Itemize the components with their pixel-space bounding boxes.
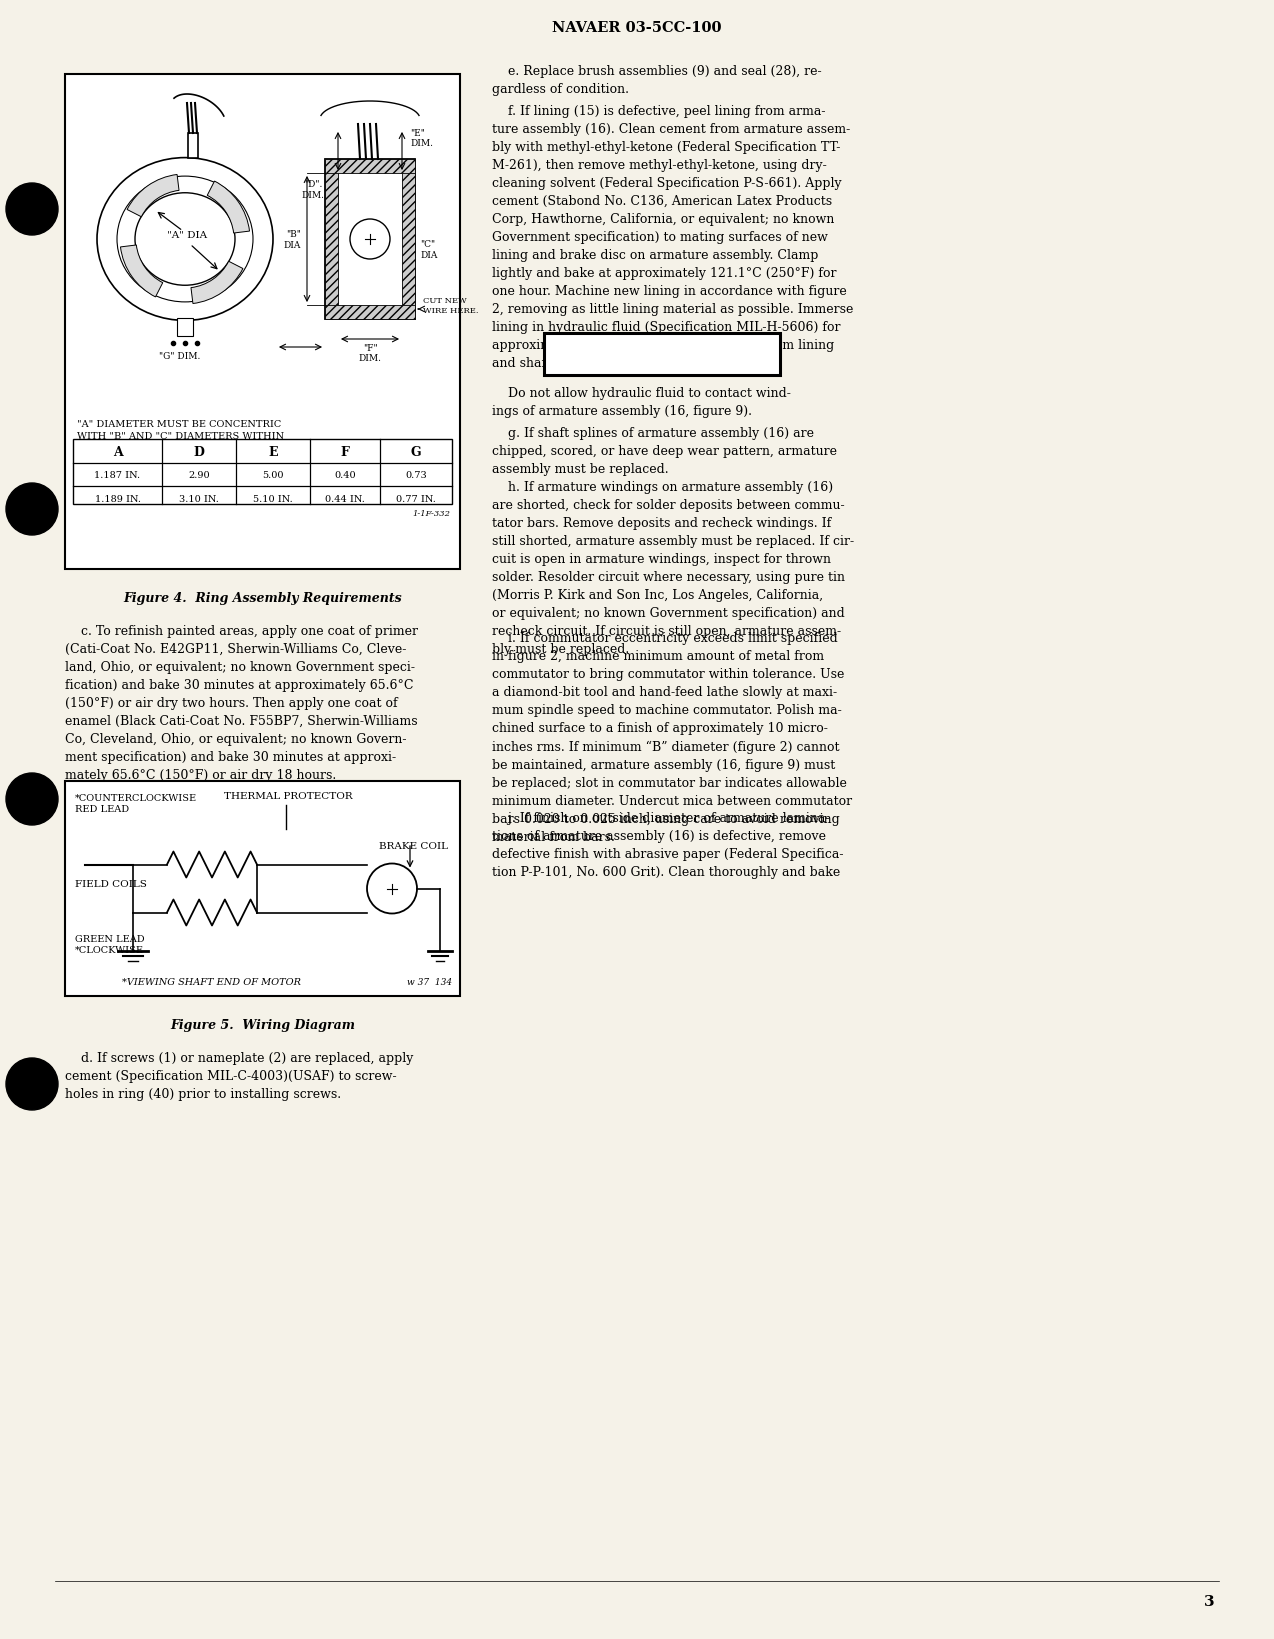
Text: CUT NEW
WIRE HERE.: CUT NEW WIRE HERE. [423,297,479,315]
Text: Figure 4.  Ring Assembly Requirements: Figure 4. Ring Assembly Requirements [124,592,401,605]
Text: w 37  134: w 37 134 [406,977,452,987]
Text: D: D [194,446,204,459]
Bar [65,782,460,997]
Bar [325,161,338,320]
Text: 1.189 IN.: 1.189 IN. [94,495,140,503]
Circle shape [350,220,390,261]
Bar [325,161,415,320]
Text: NAVAER 03-5CC-100: NAVAER 03-5CC-100 [552,21,722,34]
Text: d. If screws (1) or nameplate (2) are replaced, apply
cement (Specification MIL-: d. If screws (1) or nameplate (2) are re… [65,1051,413,1100]
Text: "E"
DIM.: "E" DIM. [410,128,433,148]
Circle shape [6,1059,59,1110]
Text: 0.44 IN.: 0.44 IN. [325,495,364,503]
Text: F: F [340,446,349,459]
Text: j. If finish on outside diameter of armature lamina-
tions of armature assembly : j. If finish on outside diameter of arma… [492,811,843,879]
Text: 0.77 IN.: 0.77 IN. [396,495,436,503]
Text: 1-1F-332: 1-1F-332 [412,510,450,518]
Wedge shape [121,246,163,298]
Text: 0.40: 0.40 [334,472,355,480]
Text: 5.10 IN.: 5.10 IN. [254,495,293,503]
Text: A: A [112,446,122,459]
Text: "D".
DIM.: "D". DIM. [302,180,325,200]
Text: "A" DIAMETER MUST BE CONCENTRIC
WITH "B" AND "C" DIAMETERS WITHIN
0.002 INCH TOT: "A" DIAMETER MUST BE CONCENTRIC WITH "B"… [76,420,293,452]
Text: 0.73: 0.73 [405,472,427,480]
Text: "A" DIA: "A" DIA [167,231,208,239]
Bar [325,161,415,174]
Text: CAUTION: CAUTION [618,346,706,364]
Circle shape [6,774,59,826]
Text: *COUNTERCLOCKWISE
RED LEAD: *COUNTERCLOCKWISE RED LEAD [75,793,197,813]
Bar [189,134,197,159]
Circle shape [367,864,417,915]
Circle shape [6,184,59,236]
Text: G: G [410,446,422,459]
Text: 1.187 IN.: 1.187 IN. [94,472,140,480]
Text: Do not allow hydraulic fluid to contact wind-
ings of armature assembly (16, fig: Do not allow hydraulic fluid to contact … [492,387,791,418]
Text: g. If shaft splines of armature assembly (16) are
chipped, scored, or have deep : g. If shaft splines of armature assembly… [492,426,837,475]
Text: 3: 3 [1204,1595,1214,1608]
Text: 3.10 IN.: 3.10 IN. [180,495,219,503]
Text: *VIEWING SHAFT END OF MOTOR: *VIEWING SHAFT END OF MOTOR [121,977,301,987]
Text: "C"
DIA: "C" DIA [420,241,437,259]
Bar [73,439,452,505]
Wedge shape [191,262,243,305]
Circle shape [6,484,59,536]
Bar [65,75,460,570]
Bar [403,161,415,320]
Text: GREEN LEAD
*CLOCKWISE: GREEN LEAD *CLOCKWISE [75,934,145,954]
Text: h. If armature windings on armature assembly (16)
are shorted, check for solder : h. If armature windings on armature asse… [492,480,854,656]
Text: "B"
DIA: "B" DIA [284,229,301,249]
Text: "G" DIM.: "G" DIM. [159,352,201,361]
FancyBboxPatch shape [544,334,780,375]
Bar [177,320,192,338]
Bar [325,306,415,320]
Text: "F"
DIM.: "F" DIM. [358,344,381,364]
Wedge shape [208,182,250,234]
Text: FIELD COILS: FIELD COILS [75,880,147,888]
Text: 5.00: 5.00 [262,472,284,480]
Text: i. If commutator eccentricity exceeds limit specified
in figure 2, machine minim: i. If commutator eccentricity exceeds li… [492,633,852,842]
Text: THERMAL PROTECTOR: THERMAL PROTECTOR [224,792,353,800]
Text: E: E [268,446,278,459]
Text: BRAKE COIL: BRAKE COIL [378,841,448,851]
Wedge shape [127,175,180,218]
Text: c. To refinish painted areas, apply one coat of primer
(Cati-Coat No. E42GP11, S: c. To refinish painted areas, apply one … [65,624,418,782]
Text: f. If lining (15) is defective, peel lining from arma-
ture assembly (16). Clean: f. If lining (15) is defective, peel lin… [492,105,854,370]
Text: 2.90: 2.90 [189,472,210,480]
Text: e. Replace brush assemblies (9) and seal (28), re-
gardless of condition.: e. Replace brush assemblies (9) and seal… [492,66,822,97]
Text: Figure 5.  Wiring Diagram: Figure 5. Wiring Diagram [169,1018,355,1031]
